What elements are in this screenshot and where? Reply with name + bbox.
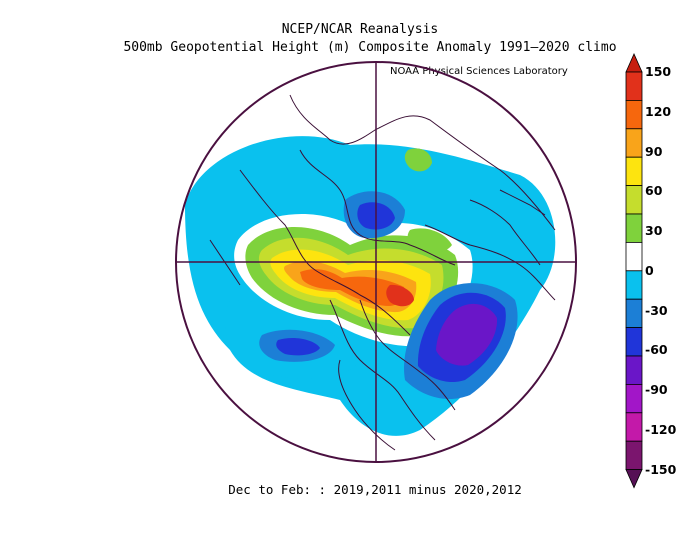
colorbar-arrow-top (625, 53, 643, 73)
footer-caption: Dec to Feb: : 2019,2011 minus 2020,2012 (228, 482, 522, 497)
colorbar-tick-label: 0 (645, 262, 654, 278)
neg-anomaly-pacific-60 (276, 337, 320, 356)
colorbar-tick-label: -30 (645, 302, 668, 318)
colorbar-box (625, 270, 643, 300)
pos-anomaly-120 (300, 269, 405, 306)
colorbar-boxes (625, 53, 643, 489)
colorbar-arrow-bottom (625, 469, 643, 489)
coastlines (209, 94, 556, 451)
colorbar-tick-label: 30 (645, 223, 663, 239)
colorbar-tick-label: 60 (645, 183, 663, 199)
pos-anomaly-europe (407, 228, 452, 253)
colorbar-tick-label: -90 (645, 382, 668, 398)
chart-title: NCEP/NCAR Reanalysis (281, 22, 439, 37)
colorbar-box (625, 213, 643, 243)
colorbar-box (625, 185, 643, 215)
colorbar-box (625, 128, 643, 158)
colorbar-box (625, 355, 643, 385)
colorbar-box (625, 156, 643, 186)
colorbar-tick-label: -120 (645, 421, 677, 437)
credit-label: NOAA Physical Sciences Laboratory (390, 66, 568, 77)
colorbar-tick-label: 90 (645, 143, 663, 159)
colorbar-tick-label: 150 (645, 64, 672, 79)
pos-anomaly-150 (386, 284, 414, 307)
colorbar-box (625, 412, 643, 442)
colorbar-box (625, 440, 643, 471)
colorbar (625, 53, 643, 489)
colorbar-box (625, 100, 643, 130)
colorbar-box (625, 327, 643, 357)
anomaly-field (185, 136, 556, 436)
pos-anomaly-siberia (404, 148, 432, 172)
chart-subtitle: 500mb Geopotential Height (m) Composite … (123, 40, 617, 55)
colorbar-box (625, 71, 643, 101)
neg-anomaly-atlantic-90 (436, 303, 498, 366)
colorbar-tick-label: -150 (645, 461, 677, 477)
colorbar-tick-label: 120 (645, 103, 672, 119)
colorbar-box (625, 298, 643, 328)
colorbar-tick-label: -60 (645, 342, 668, 358)
map-frame (175, 61, 577, 463)
colorbar-box (625, 241, 643, 272)
colorbar-box (625, 383, 643, 414)
